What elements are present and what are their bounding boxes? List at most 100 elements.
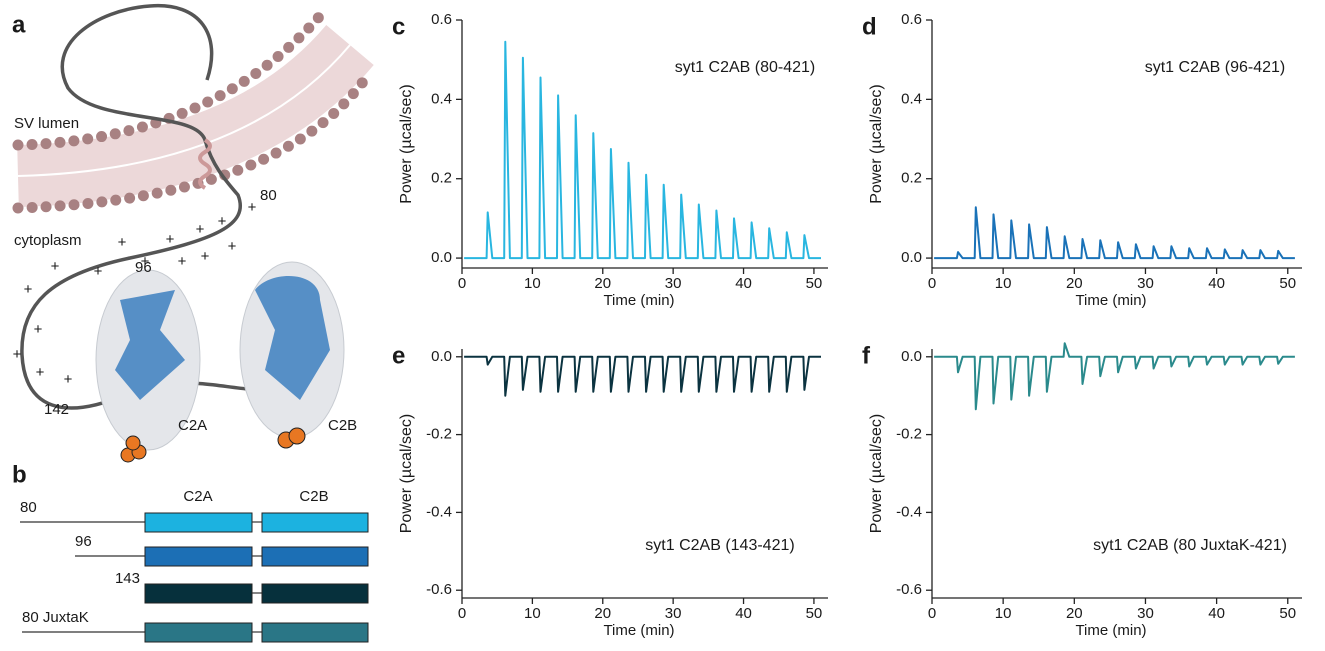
x-tick-label: 40 bbox=[1208, 605, 1225, 622]
x-tick-label: 0 bbox=[928, 605, 936, 622]
y-tick-label: 0.6 bbox=[431, 11, 452, 28]
plus-sign: + bbox=[51, 258, 60, 275]
panel-letter: f bbox=[862, 342, 871, 369]
y-tick-label: -0.2 bbox=[896, 426, 922, 443]
residue-label: 142 bbox=[44, 401, 69, 418]
x-tick-label: 0 bbox=[928, 275, 936, 292]
x-tick-label: 0 bbox=[458, 605, 466, 622]
construct-label: 80 JuxtaK bbox=[22, 609, 89, 626]
plus-sign: + bbox=[34, 321, 43, 338]
c2b-box bbox=[261, 583, 369, 604]
annotation: syt1 C2AB (143-421) bbox=[645, 537, 794, 554]
calcium bbox=[288, 427, 306, 445]
y-axis-label: Power (µcal/sec) bbox=[868, 84, 885, 203]
x-tick-label: 50 bbox=[806, 275, 823, 292]
x-tick-label: 10 bbox=[524, 275, 541, 292]
trace bbox=[464, 40, 821, 260]
c2b-box bbox=[261, 622, 369, 643]
x-axis-label: Time (min) bbox=[603, 622, 674, 639]
plus-sign: + bbox=[201, 248, 210, 265]
x-tick-label: 30 bbox=[1137, 275, 1154, 292]
x-tick-label: 0 bbox=[458, 275, 466, 292]
c2a-ribbon bbox=[115, 290, 185, 400]
trace bbox=[464, 355, 821, 397]
c2b-box bbox=[261, 546, 369, 567]
construct-label: 143 bbox=[115, 570, 140, 587]
y-tick-label: -0.2 bbox=[426, 426, 452, 443]
y-axis-label: Power (µcal/sec) bbox=[398, 414, 415, 533]
c2a-box bbox=[144, 622, 253, 643]
y-tick-label: 0.0 bbox=[431, 348, 452, 365]
calcium bbox=[125, 435, 141, 451]
c2a-box bbox=[144, 546, 253, 567]
y-tick-label: 0.4 bbox=[901, 90, 922, 107]
plus-sign: + bbox=[166, 231, 175, 248]
panel-a-diagram bbox=[12, 4, 374, 463]
x-tick-label: 50 bbox=[1279, 605, 1296, 622]
construct-label: 80 bbox=[20, 499, 37, 516]
plus-sign: + bbox=[13, 346, 22, 363]
x-tick-label: 40 bbox=[1208, 275, 1225, 292]
plus-sign: + bbox=[196, 221, 205, 238]
plus-sign: + bbox=[228, 238, 237, 255]
y-axis-label: Power (µcal/sec) bbox=[868, 414, 885, 533]
membrane-midline bbox=[17, 44, 351, 177]
x-tick-label: 10 bbox=[524, 605, 541, 622]
y-tick-label: -0.4 bbox=[426, 503, 452, 520]
x-tick-label: 10 bbox=[995, 275, 1012, 292]
x-tick-label: 20 bbox=[1066, 275, 1083, 292]
construct-label: 96 bbox=[75, 533, 92, 550]
x-axis-label: Time (min) bbox=[1075, 622, 1146, 639]
y-tick-label: 0.0 bbox=[901, 249, 922, 266]
panel-letter: e bbox=[392, 342, 405, 369]
panel-letter: a bbox=[12, 11, 26, 38]
plus-sign: + bbox=[248, 199, 257, 216]
y-tick-label: 0.0 bbox=[431, 249, 452, 266]
panel-letter: c bbox=[392, 13, 405, 40]
x-tick-label: 30 bbox=[665, 605, 682, 622]
x-tick-label: 30 bbox=[665, 275, 682, 292]
plus-sign: + bbox=[24, 281, 33, 298]
y-tick-label: -0.6 bbox=[426, 581, 452, 598]
tm-helix bbox=[198, 138, 212, 190]
x-tick-label: 50 bbox=[1279, 275, 1296, 292]
x-tick-label: 20 bbox=[594, 605, 611, 622]
y-tick-label: -0.6 bbox=[896, 581, 922, 598]
plus-sign: + bbox=[218, 213, 227, 230]
plus-sign: + bbox=[178, 253, 187, 270]
residue-label: 96 bbox=[135, 259, 152, 276]
panel-letter: b bbox=[12, 461, 27, 488]
label-cytoplasm: cytoplasm bbox=[14, 232, 82, 249]
x-tick-label: 50 bbox=[806, 605, 823, 622]
label-lumen: SV lumen bbox=[14, 115, 79, 132]
annotation: syt1 C2AB (80-421) bbox=[675, 59, 816, 76]
x-tick-label: 30 bbox=[1137, 605, 1154, 622]
x-axis-label: Time (min) bbox=[603, 292, 674, 309]
outer-leaflet bbox=[12, 4, 331, 151]
residue-label: 80 bbox=[260, 187, 277, 204]
y-tick-label: 0.6 bbox=[901, 11, 922, 28]
plus-sign: + bbox=[36, 364, 45, 381]
annotation: syt1 C2AB (80 JuxtaK-421) bbox=[1093, 537, 1287, 554]
y-tick-label: 0.4 bbox=[431, 90, 452, 107]
c2a-box bbox=[144, 512, 253, 533]
y-tick-label: -0.4 bbox=[896, 503, 922, 520]
x-tick-label: 10 bbox=[995, 605, 1012, 622]
x-axis-label: Time (min) bbox=[1075, 292, 1146, 309]
c2a-box bbox=[144, 583, 253, 604]
domain-label: C2A bbox=[183, 488, 212, 505]
x-tick-label: 20 bbox=[594, 275, 611, 292]
plus-sign: + bbox=[94, 263, 103, 280]
x-tick-label: 40 bbox=[735, 605, 752, 622]
plus-sign: + bbox=[141, 253, 150, 270]
domain-label: C2B bbox=[299, 488, 328, 505]
y-tick-label: 0.2 bbox=[431, 170, 452, 187]
annotation: syt1 C2AB (96-421) bbox=[1145, 59, 1286, 76]
x-tick-label: 20 bbox=[1066, 605, 1083, 622]
inner-leaflet bbox=[12, 69, 374, 214]
y-axis-label: Power (µcal/sec) bbox=[398, 84, 415, 203]
trace bbox=[934, 206, 1295, 260]
y-tick-label: 0.0 bbox=[901, 348, 922, 365]
y-tick-label: 0.2 bbox=[901, 170, 922, 187]
